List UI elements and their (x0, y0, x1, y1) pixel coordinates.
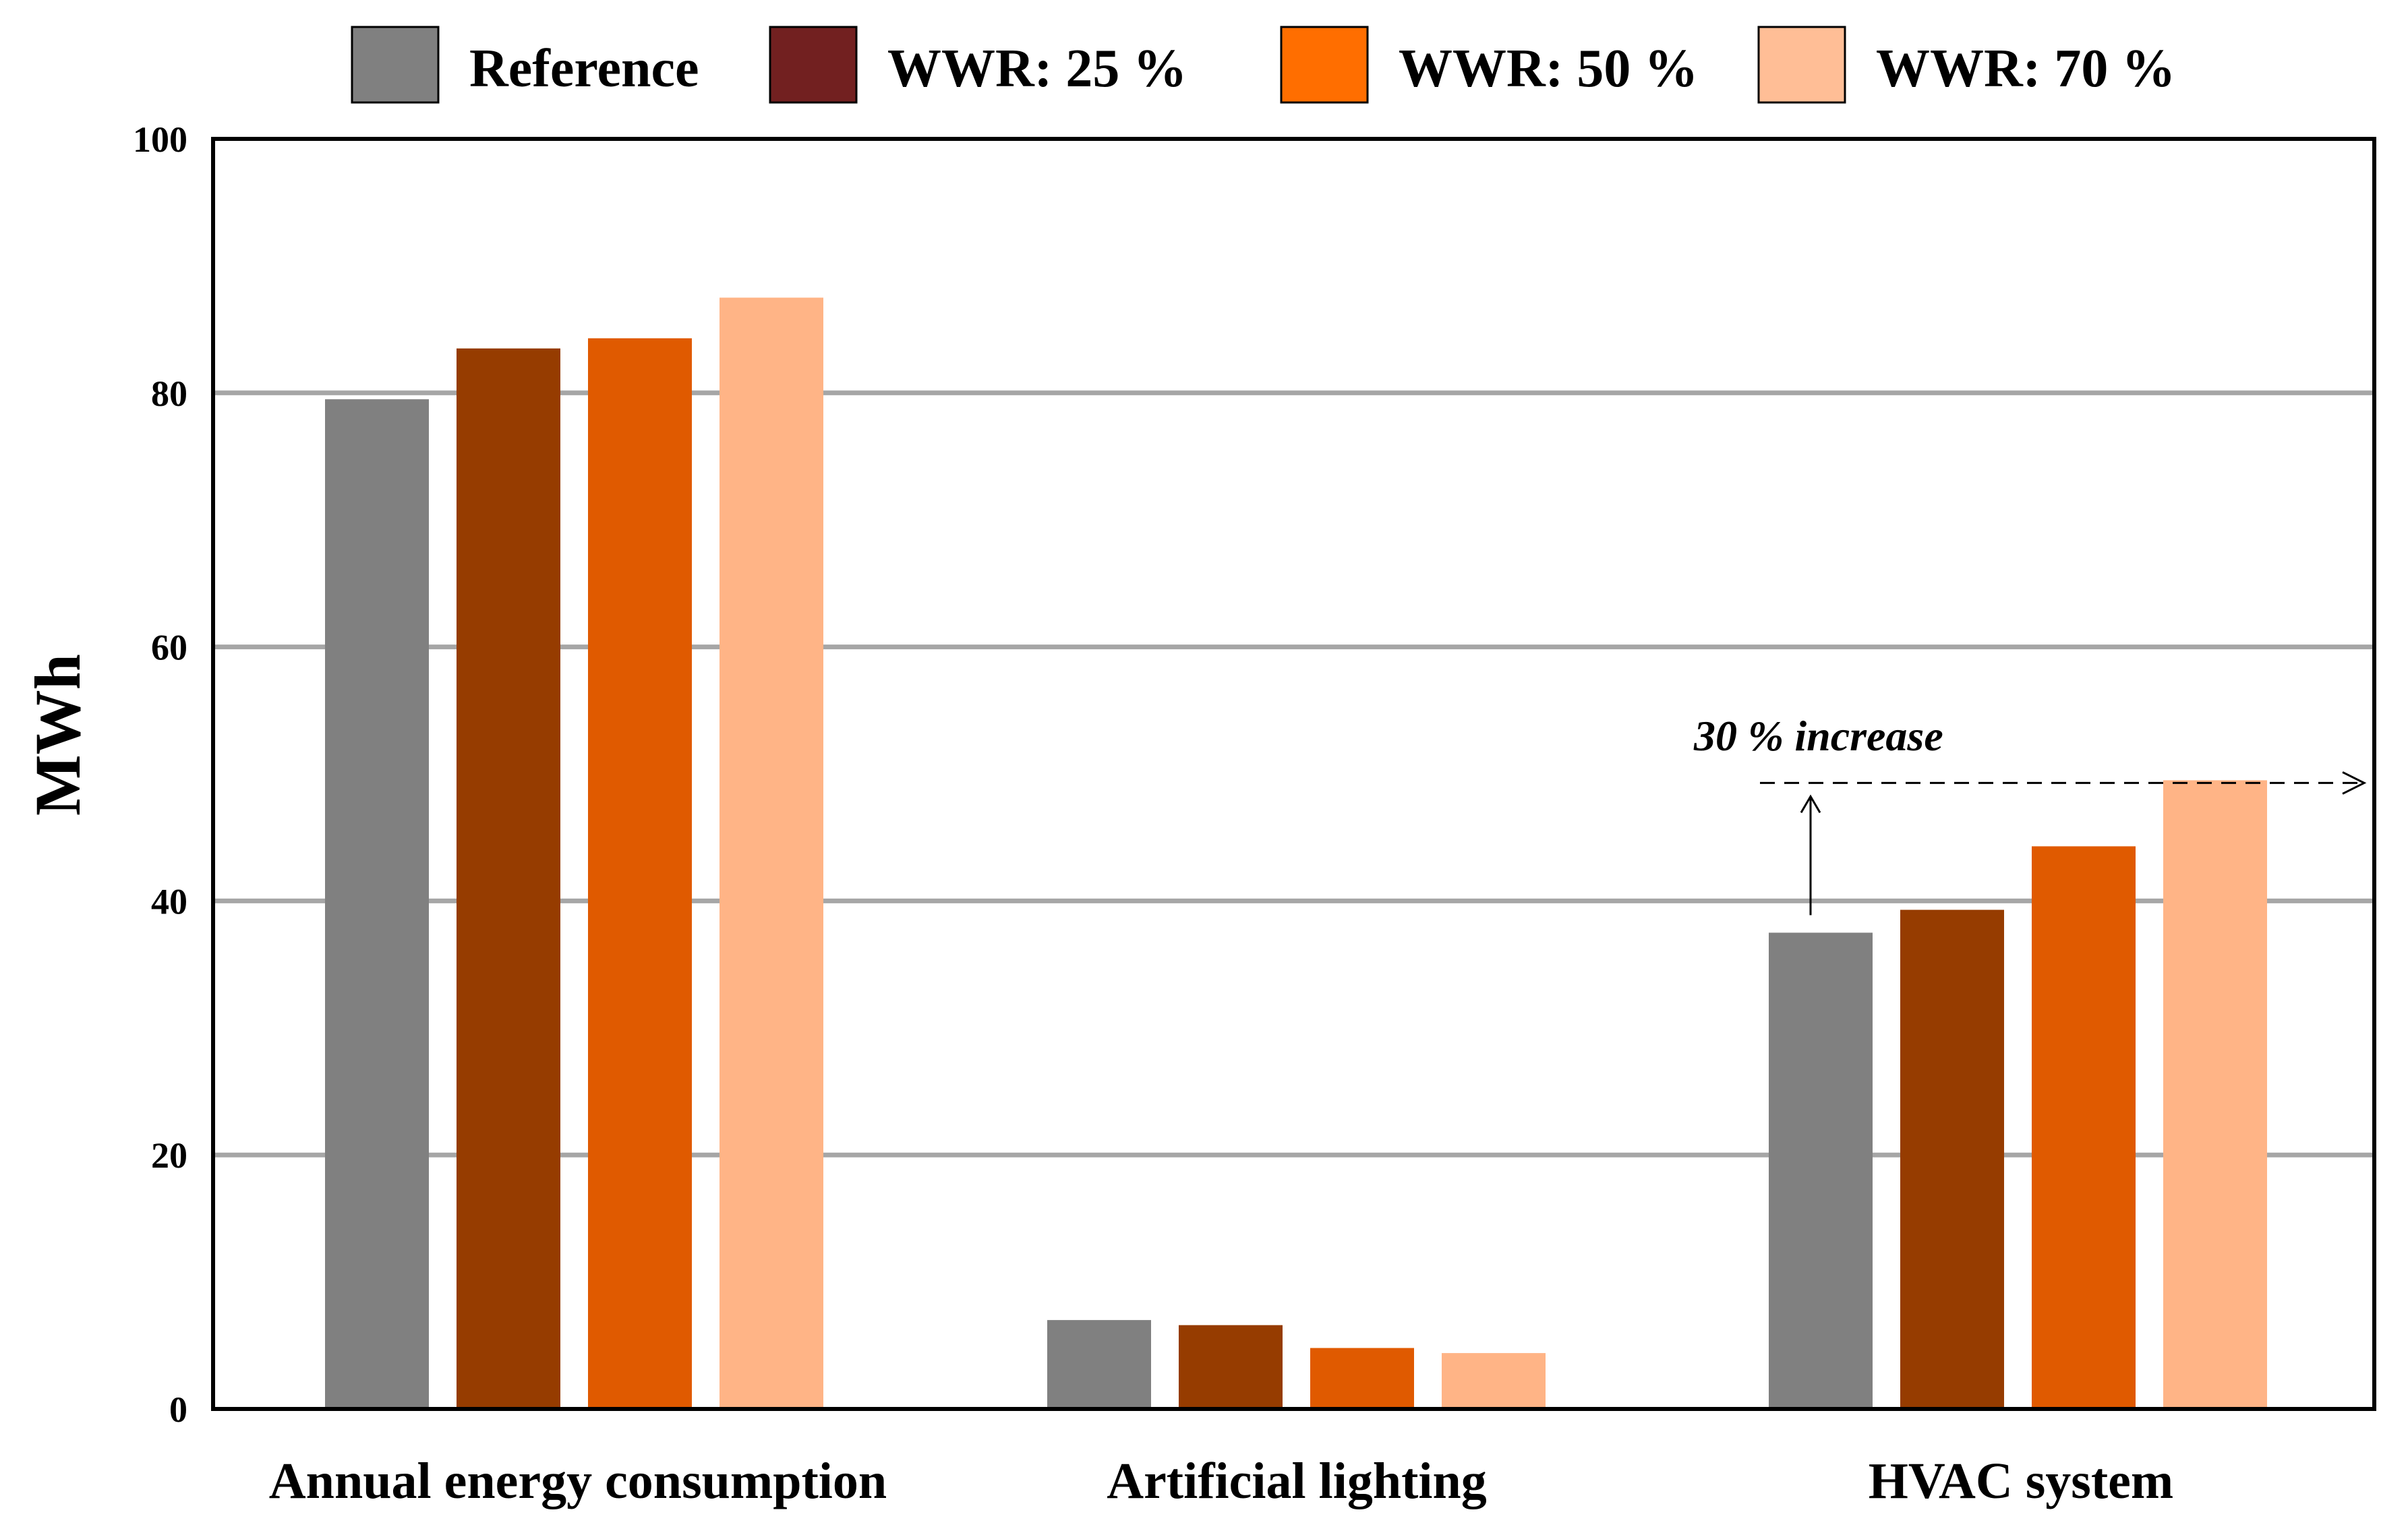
legend-swatch-wwr-70 (1757, 26, 1846, 104)
annotation-label: 30 % increase (1693, 712, 1943, 760)
x-label-artificial-lighting: Artificial lighting (1107, 1453, 1487, 1509)
bar-artificial-lighting-wwr-25 (1179, 1325, 1283, 1409)
gridlines (213, 390, 2374, 1158)
legend: Reference WWR: 25 % WWR: 50 % WWR: 70 % (351, 26, 2175, 104)
bar-hvac-system-wwr-50 (2032, 846, 2136, 1409)
bar-artificial-lighting-wwr-70 (1442, 1353, 1546, 1409)
bar-artificial-lighting-reference (1047, 1320, 1151, 1409)
bar-hvac-system-wwr-70 (2163, 780, 2267, 1409)
y-tick-label-20: 20 (151, 1135, 187, 1176)
bar-hvac-system-reference (1769, 932, 1873, 1409)
annotation-dashed-arrow-head (2342, 771, 2367, 795)
y-tick-label-40: 40 (151, 881, 187, 922)
bar-annual-energy-consumption-reference (325, 399, 429, 1409)
legend-label-wwr-25: WWR: 25 % (887, 39, 1187, 98)
legend-swatch-wwr-50 (1280, 26, 1369, 104)
y-axis-ticks: 0 20 40 60 80 100 (133, 119, 187, 1430)
y-tick-label-100: 100 (133, 119, 187, 160)
x-label-annual-energy-consumption: Annual energy consumption (269, 1453, 887, 1509)
y-tick-label-60: 60 (151, 628, 187, 668)
legend-swatch-wwr-25 (769, 26, 858, 104)
y-tick-label-80: 80 (151, 373, 187, 414)
bar-annual-energy-consumption-wwr-25 (457, 348, 560, 1409)
bar-annual-energy-consumption-wwr-70 (720, 297, 823, 1409)
legend-label-wwr-50: WWR: 50 % (1399, 39, 1698, 98)
legend-label-reference: Reference (469, 39, 699, 98)
y-axis-title: MWh (22, 654, 94, 816)
bar-annual-energy-consumption-wwr-50 (588, 338, 692, 1410)
x-axis-category-labels: Annual energy consumption Artificial ligh… (269, 1453, 2173, 1509)
y-tick-label-0: 0 (169, 1389, 187, 1430)
x-label-hvac-system: HVAC system (1869, 1453, 2173, 1509)
annotation-arrow-head (1800, 794, 1821, 814)
plot-frame (211, 137, 2376, 1411)
annotation: 30 % increase (1693, 712, 2367, 915)
legend-label-wwr-70: WWR: 70 % (1876, 39, 2175, 98)
bar-hvac-system-wwr-25 (1900, 909, 2004, 1409)
legend-swatch-reference (351, 26, 440, 104)
bars (325, 297, 2267, 1410)
bar-artificial-lighting-wwr-50 (1310, 1348, 1414, 1409)
